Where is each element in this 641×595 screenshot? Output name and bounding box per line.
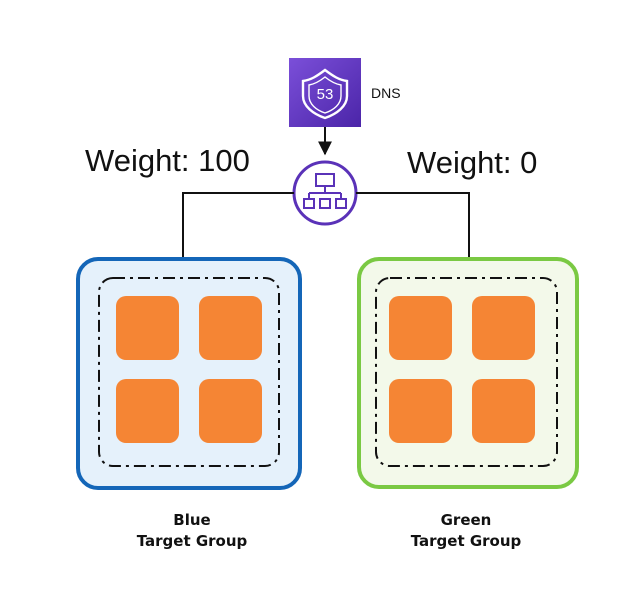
green-instance: [389, 296, 452, 360]
blue-instance: [199, 296, 262, 360]
dns-route53-icon: 53: [289, 58, 361, 127]
green-instance: [472, 379, 535, 443]
blue-group-label: Blue Target Group: [82, 510, 302, 552]
green-group-subtitle: Target Group: [410, 532, 522, 550]
blue-weight-label: Weight: 100: [85, 143, 250, 178]
blue-instance: [116, 296, 179, 360]
blue-group-name: Blue: [173, 511, 211, 529]
blue-instance: [116, 379, 179, 443]
green-target-group: [357, 257, 579, 489]
dns-badge-number: 53: [317, 86, 334, 103]
green-instance: [472, 296, 535, 360]
blue-group-subtitle: Target Group: [136, 532, 248, 550]
green-group-label: Green Target Group: [356, 510, 576, 552]
green-weight-label: Weight: 0: [407, 145, 538, 180]
blue-instance: [199, 379, 262, 443]
lb-to-green-arrow: [356, 192, 476, 274]
green-group-name: Green: [440, 511, 492, 529]
dns-label: DNS: [371, 85, 401, 101]
green-instance: [389, 379, 452, 443]
load-balancer-icon: [292, 160, 358, 226]
lb-to-blue-arrow: [176, 192, 294, 274]
blue-target-group: [76, 257, 302, 490]
